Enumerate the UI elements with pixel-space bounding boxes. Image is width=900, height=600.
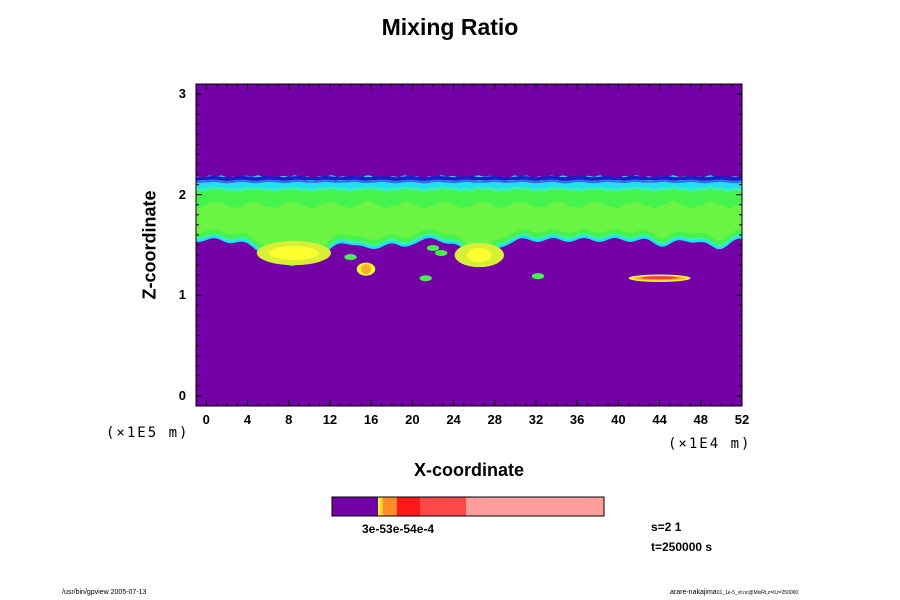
y-tick-label: 0 [178,387,186,403]
colorbar-segment-4 [397,497,420,516]
footer-right-main: arare-nakajima [670,589,717,596]
info-t-label: t=250000 s [651,540,713,554]
top-band-cyan [196,181,742,188]
y-tick-label: 2 [178,186,186,202]
colorbar-segment-1 [378,497,380,516]
blob-7 [531,273,545,280]
colorbar-segment-5 [420,497,466,516]
x-axis-label: X-coordinate [413,460,524,480]
y-tick-label: 1 [178,287,186,303]
cloud-layer-inner [196,201,742,257]
colorbar-segment-3 [383,497,397,516]
blob-4 [419,275,432,282]
x-tick-label: 28 [487,412,502,427]
colorbar-segment-6 [466,497,604,516]
x-tick-label: 12 [322,412,338,427]
x-tick-label: 52 [734,412,750,427]
x-tick-label: 8 [285,412,293,427]
blob-6 [435,250,448,257]
x-tick-label: 0 [202,412,210,427]
colorbar-segment-2 [380,497,383,516]
x-scale-note: (×1E4 m) [668,436,752,452]
colorbar-segment-0 [332,497,378,516]
y-axis-label: Z-coordinate [139,190,160,300]
y-tick-label: 3 [178,86,186,102]
footer-left: /usr/bin/gpview 2005-07-13 [62,589,147,596]
colorbar-label: 3e-53e-54e-4 [362,522,435,536]
axis-ticks [195,84,743,407]
x-tick-label: 4 [243,412,252,427]
footer-right: arare-nakajima01_1e-5_vt.nc@MixRt,z=0,t=… [670,589,798,596]
blob-core [641,276,679,280]
x-tick-label: 36 [569,412,585,427]
x-tick-label: 16 [363,412,379,427]
blob-2 [466,248,492,263]
chart-title: Mixing Ratio [381,14,519,40]
x-tick-label: 32 [528,412,544,427]
blob-0 [269,246,319,261]
heatmap-field [196,84,742,406]
footer-right-small: 01_1e-5_vt.nc@MixRt,z=0,t=250000 [716,590,799,596]
blob-5 [426,245,440,252]
blob-3 [344,254,357,261]
x-tick-label: 24 [446,412,461,427]
info-s-label: s=2 1 [651,520,682,534]
x-tick-label: 48 [693,412,709,427]
colorbar-frame [331,496,605,517]
y-scale-note: (×1E5 m) [106,425,190,441]
x-tick-label: 20 [405,412,420,427]
x-tick-label: 40 [611,412,626,427]
colorbar [331,496,605,517]
blob-1 [360,264,372,275]
x-tick-label: 44 [652,412,667,427]
